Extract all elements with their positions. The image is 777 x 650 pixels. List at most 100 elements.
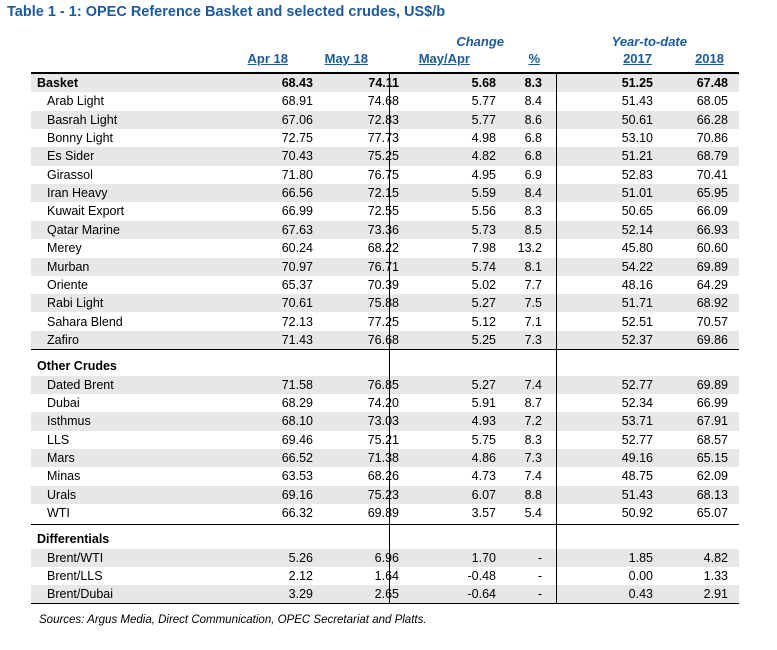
cell-pct-change: 7.7 (524, 277, 542, 292)
cell-pct-change: 8.6 (524, 112, 542, 127)
cell-pct-change: 7.4 (524, 469, 542, 484)
table-bottom-rule (31, 603, 739, 604)
cell-pct-change: - (537, 569, 542, 584)
cell-may-18: 75.23 (367, 487, 399, 502)
cell-may-18: 77.73 (367, 131, 399, 146)
table-row: Brent/Dubai 3.29 2.65 -0.64 - 0.43 2.91 (31, 585, 739, 604)
cell-ytd-2018: 62.09 (696, 469, 728, 484)
cell-apr-18: 3.29 (288, 587, 313, 602)
cell-ytd-2018: 68.13 (696, 487, 728, 502)
table-row-label: Girassol (47, 167, 93, 182)
table-row-label: Oriente (47, 277, 88, 292)
cell-ytd-2017: 48.75 (621, 469, 653, 484)
cell-may-apr-change: -0.64 (467, 587, 497, 602)
header-may18: May 18 (324, 51, 368, 66)
source-note: Sources: Argus Media, Direct Communicati… (39, 614, 427, 626)
section-other-crudes-label: Other Crudes (37, 359, 117, 374)
table-row-label: Qatar Marine (47, 222, 120, 237)
header-apr18: Apr 18 (247, 51, 288, 66)
cell-ytd-2017: 54.22 (621, 259, 653, 274)
cell-pct-change: 7.2 (524, 414, 542, 429)
section-other-crudes: Other Crudes (31, 357, 739, 375)
cell-pct-change: 8.1 (524, 259, 542, 274)
cell-may-18: 76.75 (367, 167, 399, 182)
cell-may-18: 6.96 (374, 550, 399, 565)
table-row-label: Iran Heavy (47, 186, 108, 201)
cell-may-18: 74.68 (367, 94, 399, 109)
cell-ytd-2017: 51.21 (621, 149, 653, 164)
table-row: Oriente 65.37 70.39 5.02 7.7 48.16 64.29 (31, 276, 739, 294)
table-row-label: Rabi Light (47, 296, 104, 311)
cell-ytd-2017: 51.43 (621, 94, 653, 109)
cell-may-18: 75.88 (367, 296, 399, 311)
cell-apr-18: 68.10 (281, 414, 313, 429)
cell-ytd-2018: 4.82 (703, 550, 728, 565)
section-differentials-label: Differentials (37, 532, 110, 547)
cell-ytd-2018: 2.91 (703, 587, 728, 602)
cell-ytd-2017: 53.71 (621, 414, 653, 429)
basket-bottom-rule (31, 349, 739, 350)
cell-apr-18: 63.53 (281, 469, 313, 484)
table-row-label: Minas (47, 469, 81, 484)
section-basket-label: Basket (37, 76, 78, 90)
cell-ytd-2018: 69.89 (696, 377, 728, 392)
header-pct: % (528, 51, 540, 66)
cell-apr-18: 5.26 (288, 550, 313, 565)
table-row: Arab Light 68.91 74.68 5.77 8.4 51.43 68.05 (31, 92, 739, 110)
table-row-label: Merey (47, 241, 82, 256)
cell-pct-change: 6.8 (524, 131, 542, 146)
table-row-label: Isthmus (47, 414, 91, 429)
header-2018: 2018 (695, 51, 724, 66)
cell-ytd-2017: 52.37 (621, 332, 653, 347)
table-row-label: Murban (47, 259, 90, 274)
cell-pct-change: 8.4 (524, 94, 542, 109)
cell-may-apr-change: -0.48 (467, 569, 497, 584)
table-row-label: Es Sider (47, 149, 95, 164)
cell-may-apr-change: 4.86 (471, 451, 496, 465)
cell-ytd-2017: 51.71 (621, 296, 653, 311)
table-row-label: Dubai (47, 395, 80, 410)
table-row-label: Dated Brent (47, 377, 114, 392)
cell-ytd-2018: 67.91 (696, 414, 728, 429)
cell-may-18: 73.03 (367, 414, 399, 429)
cell-ytd-2018: 66.28 (696, 112, 728, 127)
cell-apr-18: 65.37 (281, 277, 313, 292)
cell-ytd-2018: 70.57 (696, 314, 728, 329)
table-row: Iran Heavy 66.56 72.15 5.59 8.4 51.01 65.95 (31, 184, 739, 203)
cell-pct-change: - (537, 587, 542, 602)
cell-ytd-2018: 70.86 (696, 131, 728, 146)
cell-may-apr-change: 5.75 (471, 432, 496, 447)
cell-pct-change: 13.2 (517, 241, 542, 256)
table-row: Kuwait Export 66.99 72.55 5.56 8.3 50.65 66.09 (31, 202, 739, 220)
table-row-label: Mars (47, 451, 75, 465)
table-top-rule (31, 72, 739, 74)
cell-may-18: 69.89 (367, 506, 399, 521)
table-row: Basrah Light 67.06 72.83 5.77 8.6 50.61 66.28 (31, 110, 739, 129)
table-row: Brent/LLS 2.12 1.64 -0.48 - 0.00 1.33 (31, 567, 739, 585)
table-row-label: Basrah Light (47, 112, 118, 127)
cell-pct-change: 8.7 (524, 395, 542, 410)
table-row: Minas 63.53 68.26 4.73 7.4 48.75 62.09 (31, 467, 739, 485)
table-row-label: Brent/Dubai (47, 587, 114, 602)
table-row: Murban 70.97 76.71 5.74 8.1 54.22 69.89 (31, 257, 739, 276)
cell-may-18: 68.26 (367, 469, 399, 484)
cell-may-18: 75.21 (367, 432, 399, 447)
cell-may-18: 72.55 (367, 204, 399, 219)
table-title: Table 1 - 1: OPEC Reference Basket and s… (7, 4, 446, 20)
cell-may-apr-change: 5.12 (471, 314, 496, 329)
table-row-label: Bonny Light (47, 131, 114, 146)
cell-ytd-2018: 68.57 (696, 432, 728, 447)
cell-may-apr-change: 7.98 (471, 241, 496, 256)
cell-ytd-2018: 67.48 (696, 76, 728, 90)
cell-ytd-2017: 53.10 (621, 131, 653, 146)
table-row: Brent/WTI 5.26 6.96 1.70 - 1.85 4.82 (31, 548, 739, 568)
section-differentials: Differentials (31, 530, 739, 548)
cell-pct-change: 8.5 (524, 222, 542, 237)
cell-apr-18: 66.52 (281, 451, 313, 465)
cell-ytd-2017: 52.77 (621, 377, 653, 392)
cell-may-apr-change: 5.73 (471, 222, 496, 237)
table-row: Sahara Blend 72.13 77.25 5.12 7.1 52.51 70.57 (31, 313, 739, 331)
cell-may-18: 77.25 (367, 314, 399, 329)
header-2017: 2017 (623, 51, 652, 66)
cell-pct-change: - (537, 550, 542, 565)
